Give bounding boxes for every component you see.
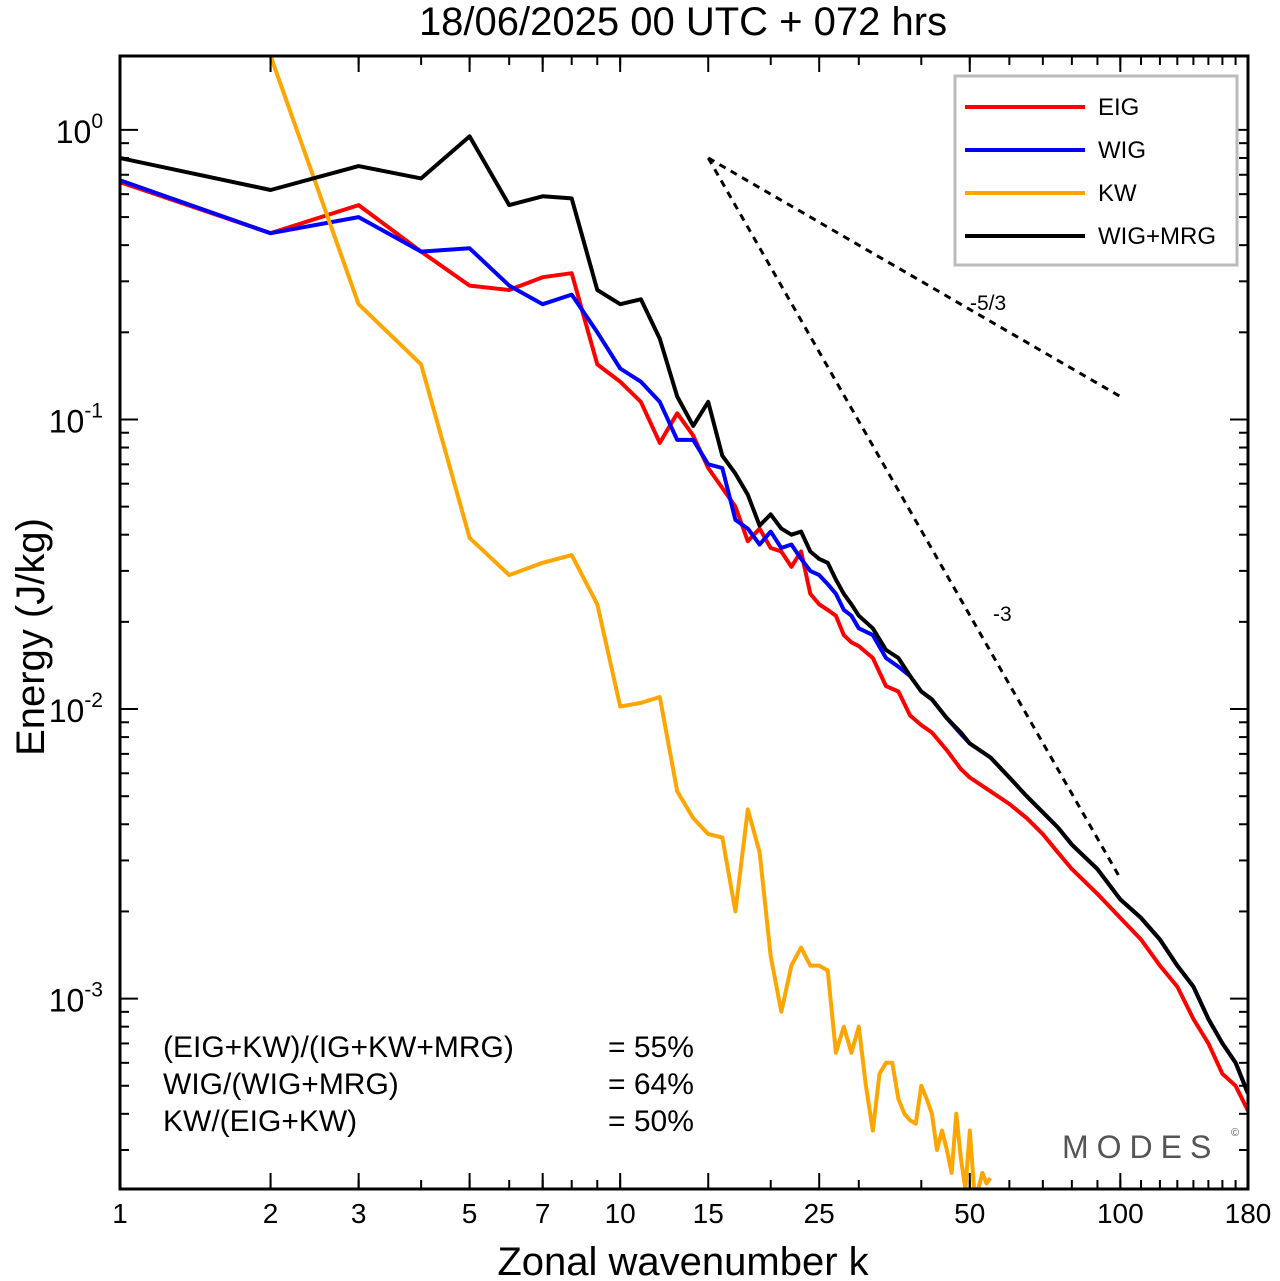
legend-label: WIG (1098, 137, 1146, 164)
x-tick-label: 50 (954, 1198, 985, 1229)
x-tick-label: 10 (605, 1198, 636, 1229)
slope-label: -5/3 (970, 292, 1006, 315)
legend-label: EIG (1098, 94, 1139, 121)
x-tick-label: 3 (351, 1198, 367, 1229)
legend: EIG WIG KW WIG+MRG (953, 74, 1239, 267)
modes-watermark: MODES © (1062, 1127, 1239, 1165)
series-line-wig-mrg (120, 134, 1248, 1095)
ratio-label: WIG/(WIG+MRG) (163, 1068, 399, 1101)
series-group (120, 56, 1248, 1189)
x-tick-label: 1 (112, 1198, 128, 1229)
x-tick-label: 25 (804, 1198, 835, 1229)
watermark-copyright: © (1231, 1127, 1239, 1139)
ratio-label: (EIG+KW)/(IG+KW+MRG) (163, 1031, 514, 1064)
y-axis-label: Energy (J/kg) (9, 518, 53, 756)
axes: 1 2 3 5 7 10 15 25 50 100 180 100 10-1 10-2 10-3 (49, 54, 1272, 1229)
legend-label: WIG+MRG (1098, 223, 1216, 250)
x-axis-label: Zonal wavenumber k (497, 1240, 869, 1281)
ratio-label: KW/(EIG+KW) (163, 1105, 357, 1138)
x-tick-label: 15 (693, 1198, 724, 1229)
x-tick-label: 2 (263, 1198, 279, 1229)
y-tick-label: 100 (56, 110, 103, 150)
x-tick-label: 100 (1097, 1198, 1144, 1229)
plot-area: -5/3 -3 (120, 56, 1248, 1189)
x-tick-label: 7 (535, 1198, 551, 1229)
y-tick-label: 10-1 (49, 399, 103, 439)
y-tick-label: 10-3 (49, 979, 103, 1019)
reference-slope-line (707, 156, 1122, 398)
legend-label: KW (1098, 180, 1137, 207)
series-line-wig (120, 178, 1248, 1095)
ratio-annotations: (EIG+KW)/(IG+KW+MRG) = 55% WIG/(WIG+MRG) = … (163, 1031, 694, 1138)
chart-title: 18/06/2025 00 UTC + 072 hrs (419, 0, 947, 44)
reference-slope-line (706, 157, 1122, 880)
x-tick-label: 180 (1225, 1198, 1272, 1229)
y-tick-label: 10-2 (49, 689, 103, 729)
series-line-kw (268, 56, 993, 1189)
watermark-text: MODES (1062, 1129, 1219, 1165)
ratio-value: = 55% (608, 1031, 694, 1064)
x-tick-label: 5 (462, 1198, 478, 1229)
series-line-eig (120, 180, 1248, 1112)
ratio-value: = 50% (608, 1105, 694, 1138)
slope-label: -3 (993, 603, 1012, 626)
ratio-value: = 64% (608, 1068, 694, 1101)
